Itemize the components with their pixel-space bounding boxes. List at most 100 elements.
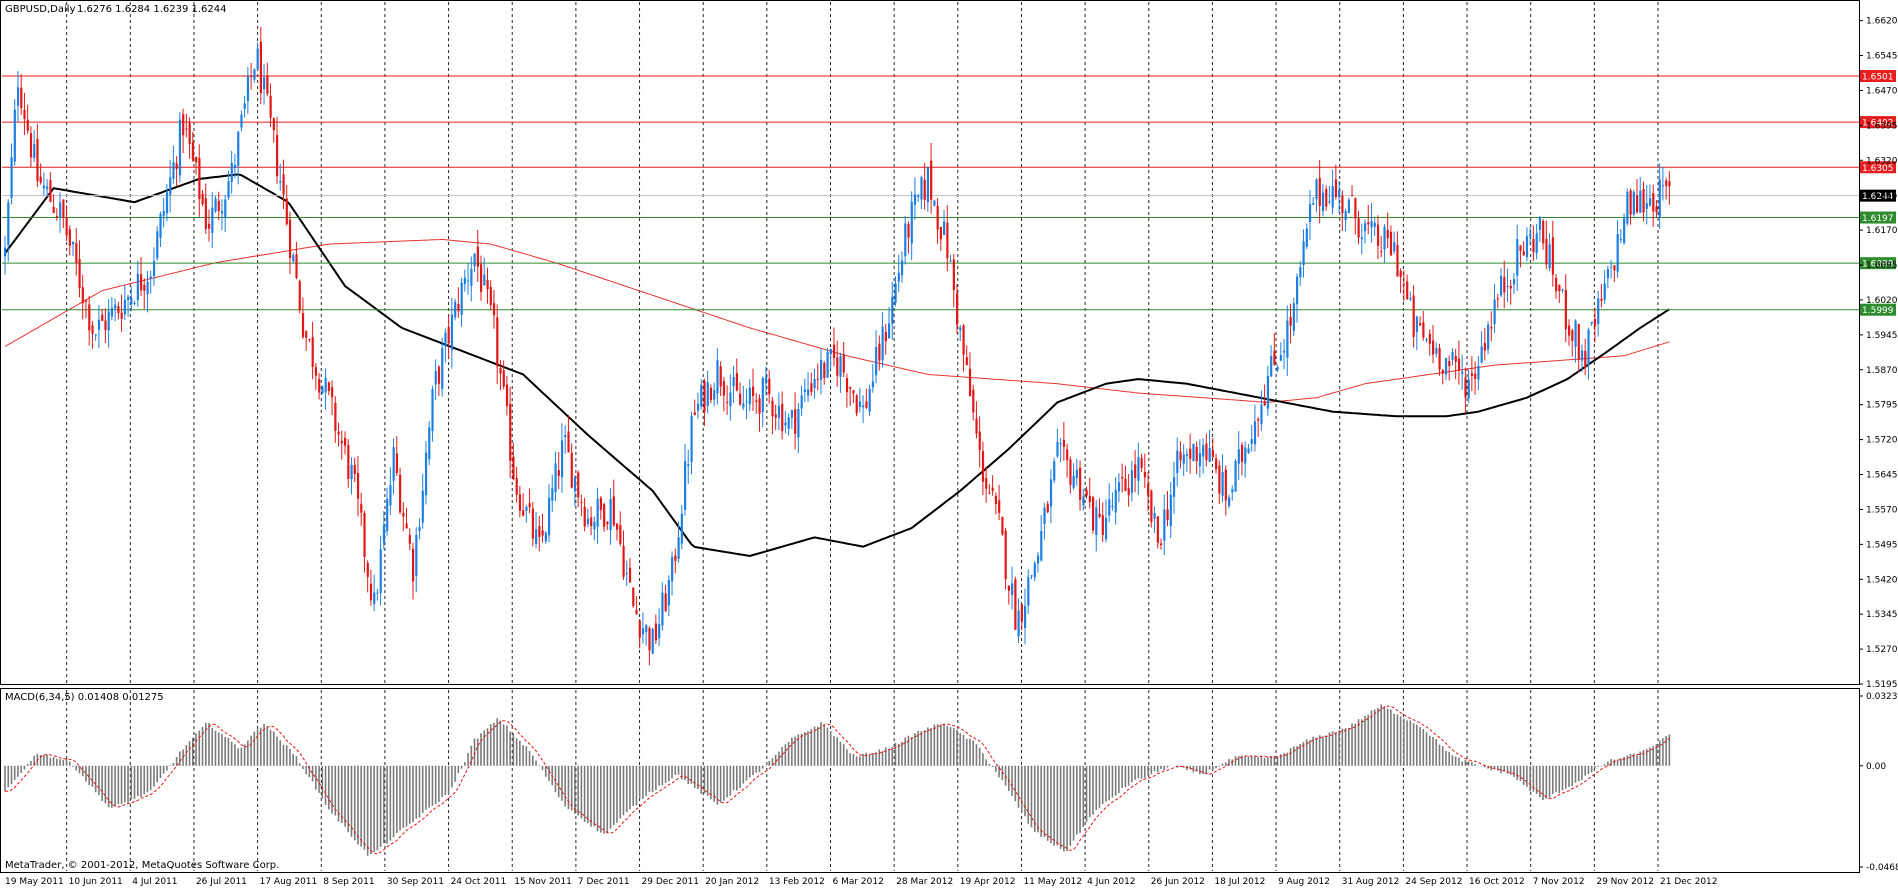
candle-bear — [577, 472, 580, 498]
candle-bear — [1357, 218, 1360, 238]
candle-bear — [1101, 515, 1104, 535]
candle-bull — [1056, 442, 1059, 457]
candle-bear — [1432, 340, 1435, 355]
candle-bear — [1448, 361, 1451, 367]
candle-bear — [1568, 325, 1571, 336]
time-tick-label: 6 Mar 2012 — [833, 877, 884, 887]
time-tick-label: 18 Jul 2012 — [1214, 877, 1265, 887]
price-tick-label: 1.6395 — [1866, 121, 1898, 131]
candle-bear — [988, 492, 991, 494]
candle-bear — [75, 243, 78, 263]
candle-bull — [1409, 297, 1412, 300]
candle-bull — [658, 624, 661, 639]
candle-bull — [1040, 530, 1043, 561]
candle-bear — [1273, 350, 1276, 365]
candle-bear — [104, 320, 107, 331]
candle-bear — [88, 304, 91, 331]
candle-bull — [1253, 421, 1257, 445]
candle-bear — [962, 325, 965, 355]
candle-bull — [732, 377, 735, 387]
candle-bear — [612, 496, 615, 525]
candle-bear — [1189, 448, 1192, 459]
candle-bull — [1632, 191, 1635, 215]
price-tick-label: 1.6620 — [1866, 17, 1898, 27]
candle-bear — [1140, 458, 1143, 468]
candle-bear — [1166, 509, 1169, 521]
candle-bear — [509, 403, 512, 461]
candle-bull — [1529, 233, 1532, 236]
time-tick-label: 13 Feb 2012 — [769, 877, 825, 887]
price-level-label: 1.6197 — [1862, 214, 1894, 224]
candle-bull — [1610, 266, 1613, 268]
candle-bull — [292, 255, 295, 262]
candle-bear — [29, 133, 33, 158]
candle-bear — [1668, 181, 1671, 187]
candle-bear — [318, 378, 321, 393]
candle-bull — [1535, 233, 1538, 254]
price-tick-label: 1.5495 — [1866, 540, 1898, 550]
candle-bear — [998, 500, 1001, 513]
candle-bear — [272, 118, 275, 131]
price-tick-label: 1.5195 — [1866, 680, 1898, 690]
candle-bull — [1587, 329, 1590, 365]
candle-bear — [810, 383, 813, 393]
price-level-label: 1.6501 — [1862, 73, 1894, 83]
price-tick-label: 1.6245 — [1866, 191, 1898, 201]
candle-bull — [169, 177, 172, 195]
candle-bear — [437, 366, 441, 384]
candle-bear — [476, 246, 479, 267]
candle-bull — [123, 299, 127, 315]
candle-bear — [1519, 245, 1522, 252]
candle-bear — [1088, 496, 1091, 502]
candle-bull — [680, 513, 683, 544]
price-tick-label: 1.6470 — [1866, 86, 1898, 96]
candle-bull — [1172, 477, 1176, 497]
candle-bear — [480, 264, 483, 292]
candle-bear — [259, 41, 263, 94]
candle-bear — [91, 325, 94, 334]
candle-bull — [943, 221, 946, 236]
candle-bear — [314, 367, 318, 376]
candle-bear — [1399, 270, 1402, 278]
candle-bull — [1331, 185, 1334, 208]
candle-bear — [182, 114, 185, 136]
candle-bull — [551, 488, 554, 501]
candle-bear — [538, 525, 541, 537]
candle-bull — [1516, 239, 1519, 276]
candle-bear — [1470, 373, 1474, 376]
candle-bull — [554, 463, 557, 493]
candle-bear — [965, 357, 968, 366]
candle-bear — [62, 199, 65, 218]
candle-bull — [1370, 221, 1373, 228]
candle-bull — [470, 269, 473, 286]
time-tick-label: 29 Dec 2011 — [642, 877, 700, 887]
candle-bear — [1085, 490, 1088, 496]
time-tick-label: 19 May 2011 — [5, 877, 64, 887]
candle-bull — [460, 282, 463, 316]
candle-bear — [1143, 472, 1147, 478]
candle-bull — [745, 401, 748, 403]
candle-bull — [1393, 242, 1396, 252]
price-level-badge — [1860, 116, 1896, 129]
symbol-title: GBPUSD,Daily — [5, 4, 76, 15]
candle-bear — [1571, 330, 1574, 341]
candle-bear — [768, 378, 771, 395]
ohlc-readout: 1.6276 1.6284 1.6239 1.6244 — [77, 4, 227, 15]
candle-bear — [709, 387, 713, 401]
candle-bull — [243, 103, 246, 109]
candle-bull — [450, 314, 454, 351]
candle-bear — [1341, 195, 1344, 214]
candle-bear — [369, 583, 373, 601]
candle-bear — [1069, 459, 1072, 485]
horizontal-levels: 1.6501 1.6402 1.6305 1.6197 1.6099 1.5999 1.62… — [2, 70, 1896, 316]
candle-bull — [1163, 509, 1166, 541]
candle-bear — [664, 593, 667, 612]
candle-bull — [651, 629, 654, 654]
candle-bear — [1496, 298, 1499, 300]
candle-bear — [1240, 445, 1244, 462]
candle-bull — [172, 162, 175, 179]
candle-bull — [253, 69, 256, 80]
candle-bull — [820, 359, 823, 380]
